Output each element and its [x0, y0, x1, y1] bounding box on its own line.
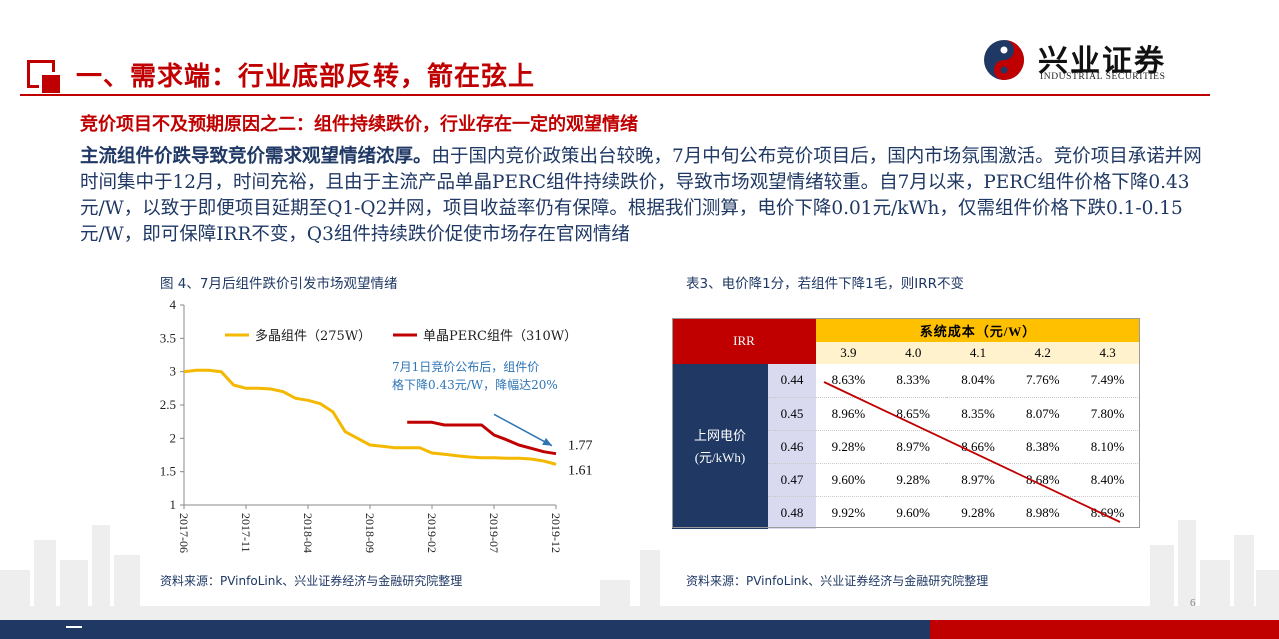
- cost-header: 系统成本（元/W）: [816, 318, 1140, 342]
- table-corner-label: IRR: [672, 318, 817, 364]
- irr-cell: 8.97%: [880, 429, 946, 463]
- irr-cell: 9.60%: [880, 495, 946, 529]
- y-tick-label: 2.5: [160, 397, 176, 412]
- irr-cell: 9.92%: [816, 495, 881, 529]
- brand-logo: 兴业证券 INDUSTRIAL SECURITIES: [976, 32, 1206, 88]
- y-tick-label: 4: [170, 297, 177, 312]
- title-bullet-icon: [27, 60, 63, 96]
- irr-cell: 8.07%: [1010, 396, 1076, 430]
- page-title: 一、需求端：行业底部反转，箭在弦上: [76, 62, 536, 92]
- table-caption: 表3、电价降1分，若组件下降1毛，则IRR不变: [686, 276, 965, 292]
- footer-accent: [66, 626, 82, 628]
- logo-chinese-name: 兴业证券: [1038, 44, 1166, 79]
- table-row: 上网电价 (元/kWh) 0.44 8.63% 8.33% 8.04% 7.76% 7.49%: [672, 364, 1140, 529]
- irr-cell: 8.69%: [1075, 495, 1140, 529]
- irr-cell: 8.63%: [816, 364, 881, 397]
- y-tick-label: 3: [170, 364, 177, 379]
- annotation-arrow: [493, 413, 553, 447]
- cost-column-header: 4.1: [945, 342, 1011, 364]
- price-cell: 0.48: [768, 495, 817, 529]
- x-tick-label: 2017-11: [239, 513, 253, 553]
- price-cell: 0.44: [768, 364, 817, 397]
- logo-emblem-icon: [984, 40, 1024, 80]
- irr-cell: 7.80%: [1075, 396, 1140, 430]
- irr-cell: 7.49%: [1075, 364, 1140, 397]
- row-header-line1: 上网电价: [693, 427, 746, 443]
- irr-cell: 8.66%: [945, 429, 1011, 463]
- x-tick-label: 2017-06: [177, 513, 191, 553]
- x-tick-label: 2018-04: [301, 513, 315, 553]
- y-tick-label: 3.5: [160, 330, 176, 345]
- body-text: 由于国内竞价政策出台较晚，7月中旬公布竞价项目后，国内市场氛围激活。竞价项目承诺…: [80, 146, 1202, 245]
- page-number: 6: [1190, 597, 1196, 609]
- footer-bar-red: [930, 620, 1279, 639]
- x-tick-label: 2019-02: [425, 513, 439, 553]
- irr-cell: 8.68%: [1010, 462, 1076, 496]
- irr-cell: 9.28%: [816, 429, 881, 463]
- y-tick-label: 1: [170, 497, 177, 512]
- city-skyline-decoration: [0, 520, 1279, 620]
- series-end-label: 1.61: [568, 463, 593, 478]
- irr-cell: 8.35%: [945, 396, 1011, 430]
- irr-cell: 9.28%: [880, 462, 946, 496]
- legend-label: 单晶PERC组件（310W）: [423, 329, 577, 344]
- x-tick-label: 2018-09: [363, 513, 377, 553]
- irr-cell: 9.60%: [816, 462, 881, 496]
- irr-sensitivity-table: IRR 系统成本（元/W） 3.9 4.0 4.1 4.2 4.3 上网电价 (元/kWh…: [672, 318, 1140, 529]
- annotation-line1: 7月1日竞价公布后，组件价: [392, 360, 539, 374]
- x-tick-label: 2019-12: [549, 513, 563, 553]
- figure-caption: 图 4、7月后组件跌价引发市场观望情绪: [160, 276, 398, 292]
- legend-label: 多晶组件（275W）: [255, 328, 371, 344]
- body-lead-sentence: 主流组件价跌导致竞价需求观望情绪浓厚。: [80, 146, 432, 167]
- title-divider: [20, 94, 1210, 96]
- price-cell: 0.46: [768, 429, 817, 463]
- y-tick-label: 2: [170, 430, 177, 445]
- irr-cell: 9.28%: [945, 495, 1011, 529]
- irr-cell: 8.97%: [945, 462, 1011, 496]
- irr-cell: 8.33%: [880, 364, 946, 397]
- cost-column-header: 4.0: [880, 342, 946, 364]
- irr-cell: 8.40%: [1075, 462, 1140, 496]
- irr-cell: 8.98%: [1010, 495, 1076, 529]
- cost-column-header: 3.9: [816, 342, 881, 364]
- cost-column-header: 4.3: [1075, 342, 1140, 364]
- row-header-label: 上网电价 (元/kWh): [672, 364, 768, 529]
- series-line-1: [407, 420, 557, 456]
- footer-bar-blue: [0, 620, 930, 639]
- annotation-line2: 格下降0.43元/W，降幅达20%: [392, 377, 558, 392]
- table-source-note: 资料来源：PVinfoLink、兴业证券经济与金融研究院整理: [686, 574, 989, 588]
- irr-cell: 7.76%: [1010, 364, 1076, 397]
- x-tick-label: 2019-07: [487, 513, 501, 553]
- section-subheading: 竞价项目不及预期原因之二：组件持续跌价，行业存在一定的观望情绪: [80, 114, 638, 135]
- annotation-arrowhead-icon: [542, 437, 552, 446]
- cost-column-header: 4.2: [1010, 342, 1076, 364]
- figure-source-note: 资料来源：PVinfoLink、兴业证券经济与金融研究院整理: [160, 574, 463, 588]
- series-end-label: 1.77: [568, 439, 593, 454]
- y-tick-label: 1.5: [160, 464, 176, 479]
- logo-english-name: INDUSTRIAL SECURITIES: [1040, 72, 1166, 82]
- irr-cell: 8.38%: [1010, 429, 1076, 463]
- irr-cell: 8.10%: [1075, 429, 1140, 463]
- body-paragraph: 主流组件价跌导致竞价需求观望情绪浓厚。由于国内竞价政策出台较晚，7月中旬公布竞价…: [80, 144, 1210, 248]
- row-header-line2: (元/kWh): [694, 449, 746, 465]
- price-cell: 0.45: [768, 396, 817, 430]
- irr-cell: 8.65%: [880, 396, 946, 430]
- price-cell: 0.47: [768, 462, 817, 496]
- irr-cell: 8.96%: [816, 396, 881, 430]
- irr-cell: 8.04%: [945, 364, 1011, 397]
- module-price-line-chart: 1 1.5 2 2.5 3 3.5 4 2017-06 2017-11 2018-04 2018-0…: [160, 297, 593, 553]
